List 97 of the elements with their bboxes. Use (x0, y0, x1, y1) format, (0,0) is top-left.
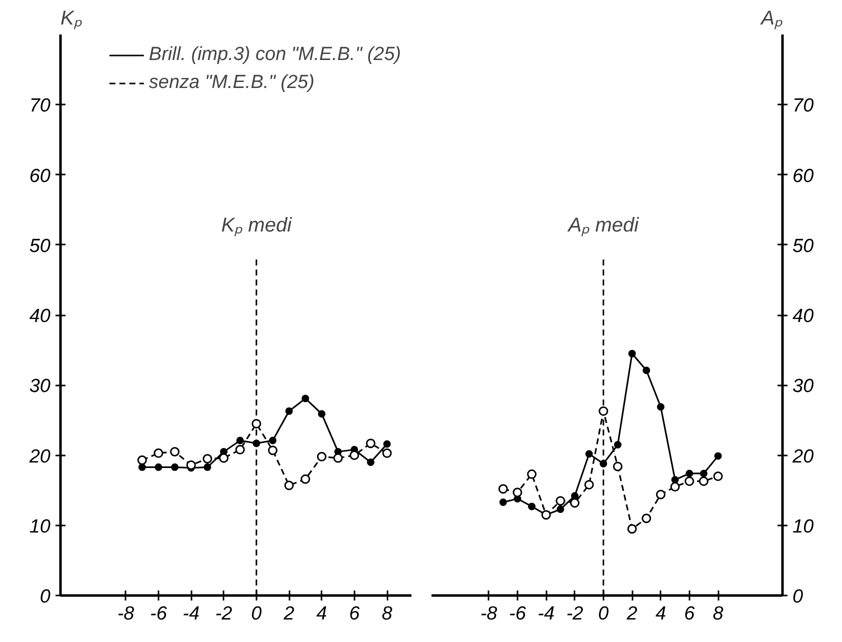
legend-label: senza "M.E.B." (25) (148, 72, 314, 94)
point (235, 444, 245, 454)
point (512, 488, 522, 498)
point (154, 448, 164, 458)
x-tick-label: -2 (566, 604, 584, 624)
point (499, 498, 507, 506)
annotation: Kₚ medi (221, 214, 292, 236)
point (318, 410, 326, 418)
point (571, 492, 579, 500)
point (137, 455, 147, 465)
y2-tick-label: 50 (792, 236, 814, 257)
x-tick-label: -2 (215, 604, 233, 624)
x-tick-label: 4 (655, 604, 666, 624)
point (527, 469, 537, 479)
annotation: Aₚ medi (567, 214, 640, 236)
point (219, 453, 229, 463)
point (236, 436, 244, 444)
x-tick-label: -6 (509, 604, 526, 624)
y2-tick-label: 10 (792, 516, 814, 538)
x-tick-label: -8 (480, 604, 498, 624)
point (268, 436, 276, 444)
y-tick-label: 30 (29, 376, 51, 398)
point (700, 470, 708, 478)
y-tick-label: 10 (29, 516, 51, 538)
point (684, 476, 694, 486)
point (584, 480, 594, 490)
x-tick-label: 8 (712, 604, 724, 624)
point (154, 463, 162, 471)
point (585, 450, 593, 458)
point (138, 463, 146, 471)
y-tick-label: 40 (29, 306, 51, 327)
y2-tick-label: 30 (792, 376, 814, 398)
y-tick-label: 0 (40, 586, 51, 608)
point (300, 474, 310, 484)
point (284, 480, 294, 490)
y2-tick-label: 0 (792, 586, 804, 608)
point (204, 463, 212, 471)
point (186, 460, 196, 470)
legend-label: Brill. (imp.3) con "M.E.B." (25) (148, 44, 401, 66)
x-tick-label: -8 (117, 604, 135, 624)
point (333, 453, 343, 463)
point (671, 476, 679, 484)
x-tick-label: 2 (282, 604, 295, 624)
point (656, 403, 664, 411)
x-tick-label: 2 (626, 604, 638, 624)
point (642, 514, 652, 524)
point (714, 452, 722, 460)
y2-tick-label: 40 (792, 306, 814, 327)
point (366, 438, 376, 448)
point (302, 394, 310, 402)
point (252, 440, 260, 448)
x-tick-label: 0 (598, 604, 610, 624)
point (528, 502, 536, 510)
point (268, 446, 278, 456)
x-tick-label: 6 (684, 604, 696, 624)
y2-tick-label: 60 (792, 166, 814, 187)
point (642, 366, 650, 374)
point (556, 506, 564, 513)
y-tick-label: 60 (29, 166, 51, 187)
point (366, 458, 374, 466)
x-tick-label: -4 (538, 604, 555, 624)
point (600, 460, 608, 468)
point (252, 418, 262, 428)
point (498, 484, 508, 494)
point (670, 482, 680, 492)
x-tick-label: 4 (316, 604, 328, 624)
point (612, 462, 622, 472)
x-tick-label: -4 (182, 604, 200, 624)
point (382, 448, 392, 458)
y-tick-label: 50 (29, 236, 51, 257)
x-tick-label: 6 (349, 604, 360, 624)
point (598, 406, 608, 416)
y2-axis-title: Aₚ (760, 8, 784, 30)
point (316, 452, 326, 462)
point (285, 407, 293, 415)
point (570, 498, 580, 508)
y-tick-label: 20 (28, 446, 51, 468)
y2-tick-label: 70 (792, 96, 814, 117)
point (713, 472, 723, 482)
point (698, 476, 708, 486)
point (556, 496, 566, 506)
point (350, 450, 360, 460)
point (614, 440, 622, 448)
x-tick-label: 8 (382, 604, 393, 624)
y2-tick-label: 20 (792, 446, 814, 468)
point (202, 454, 212, 464)
point (686, 470, 694, 478)
point (627, 524, 637, 534)
point (656, 490, 666, 500)
point (383, 440, 391, 448)
x-tick-label: -6 (150, 604, 168, 624)
x-tick-label: 0 (251, 604, 262, 624)
point (628, 350, 636, 358)
y-axis-title: Kₚ (60, 8, 83, 30)
y-tick-label: 70 (29, 96, 51, 117)
point (170, 447, 180, 456)
point (171, 463, 179, 471)
